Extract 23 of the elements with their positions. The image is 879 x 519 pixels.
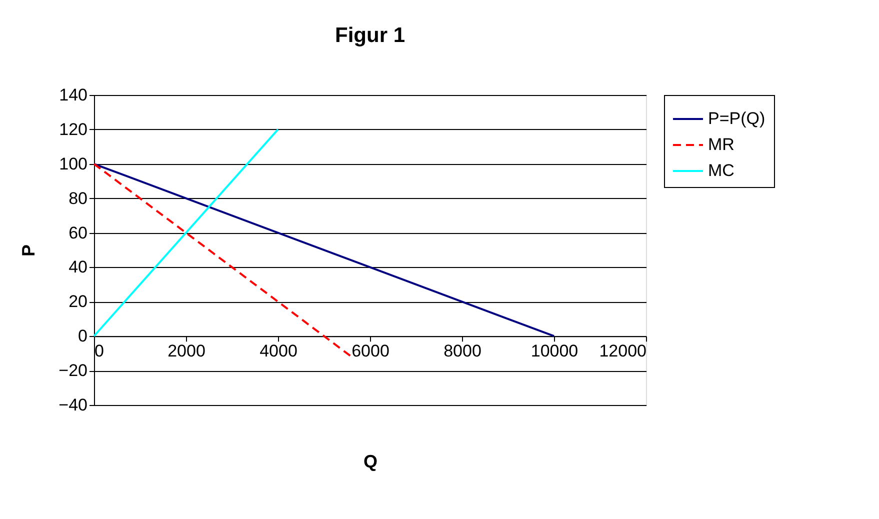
x-tick-label: 4000 bbox=[260, 342, 298, 361]
legend-label: MR bbox=[708, 135, 734, 154]
y-tick-label: 80 bbox=[68, 188, 88, 208]
legend-label: MC bbox=[708, 161, 734, 180]
y-tick-label: −40 bbox=[58, 396, 88, 414]
y-tick-label: 120 bbox=[59, 120, 88, 139]
x-tick-label: 10000 bbox=[530, 342, 578, 361]
y-axis-title: P bbox=[18, 244, 39, 257]
y-tick-label: −20 bbox=[58, 361, 88, 380]
x-tick-label: 0 bbox=[94, 342, 104, 361]
x-axis-title: Q bbox=[363, 452, 378, 472]
y-tick-label: 100 bbox=[59, 154, 88, 174]
x-tick-label: 12000 bbox=[599, 342, 646, 361]
y-tick-label: 60 bbox=[68, 223, 88, 242]
chart-title: Figur 1 bbox=[334, 24, 406, 47]
y-tick-label: 20 bbox=[68, 292, 88, 312]
y-tick-label: 0 bbox=[78, 326, 88, 346]
x-tick-label: 2000 bbox=[168, 342, 206, 361]
x-tick-label: 8000 bbox=[444, 342, 482, 361]
x-tick-label: 6000 bbox=[352, 342, 390, 361]
y-tick-label: 140 bbox=[59, 86, 88, 104]
legend-label: P=P(Q) bbox=[708, 109, 766, 128]
y-tick-label: 40 bbox=[68, 258, 88, 277]
